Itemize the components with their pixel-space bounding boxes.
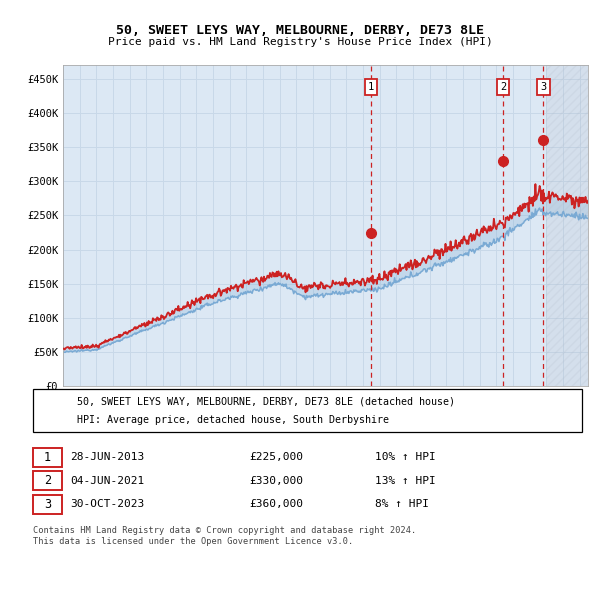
Text: 13% ↑ HPI: 13% ↑ HPI bbox=[375, 476, 436, 486]
Text: £330,000: £330,000 bbox=[249, 476, 303, 486]
Text: 28-JUN-2013: 28-JUN-2013 bbox=[70, 453, 145, 462]
Text: 30-OCT-2023: 30-OCT-2023 bbox=[70, 500, 145, 509]
Bar bbox=[547, 65, 588, 386]
Text: 2: 2 bbox=[44, 474, 51, 487]
Text: 3: 3 bbox=[541, 83, 547, 93]
Text: 50, SWEET LEYS WAY, MELBOURNE, DERBY, DE73 8LE: 50, SWEET LEYS WAY, MELBOURNE, DERBY, DE… bbox=[116, 24, 484, 37]
Text: 50, SWEET LEYS WAY, MELBOURNE, DERBY, DE73 8LE (detached house): 50, SWEET LEYS WAY, MELBOURNE, DERBY, DE… bbox=[77, 396, 455, 407]
Text: 1: 1 bbox=[368, 83, 374, 93]
Text: £360,000: £360,000 bbox=[249, 500, 303, 509]
Text: HPI: Average price, detached house, South Derbyshire: HPI: Average price, detached house, Sout… bbox=[77, 415, 389, 425]
Text: 04-JUN-2021: 04-JUN-2021 bbox=[70, 476, 145, 486]
Text: Contains HM Land Registry data © Crown copyright and database right 2024.
This d: Contains HM Land Registry data © Crown c… bbox=[33, 526, 416, 546]
Text: £225,000: £225,000 bbox=[249, 453, 303, 462]
Text: Price paid vs. HM Land Registry's House Price Index (HPI): Price paid vs. HM Land Registry's House … bbox=[107, 37, 493, 47]
Text: 8% ↑ HPI: 8% ↑ HPI bbox=[375, 500, 429, 509]
Text: 3: 3 bbox=[44, 498, 51, 511]
Text: 2: 2 bbox=[500, 83, 506, 93]
Text: 1: 1 bbox=[44, 451, 51, 464]
Text: 10% ↑ HPI: 10% ↑ HPI bbox=[375, 453, 436, 462]
